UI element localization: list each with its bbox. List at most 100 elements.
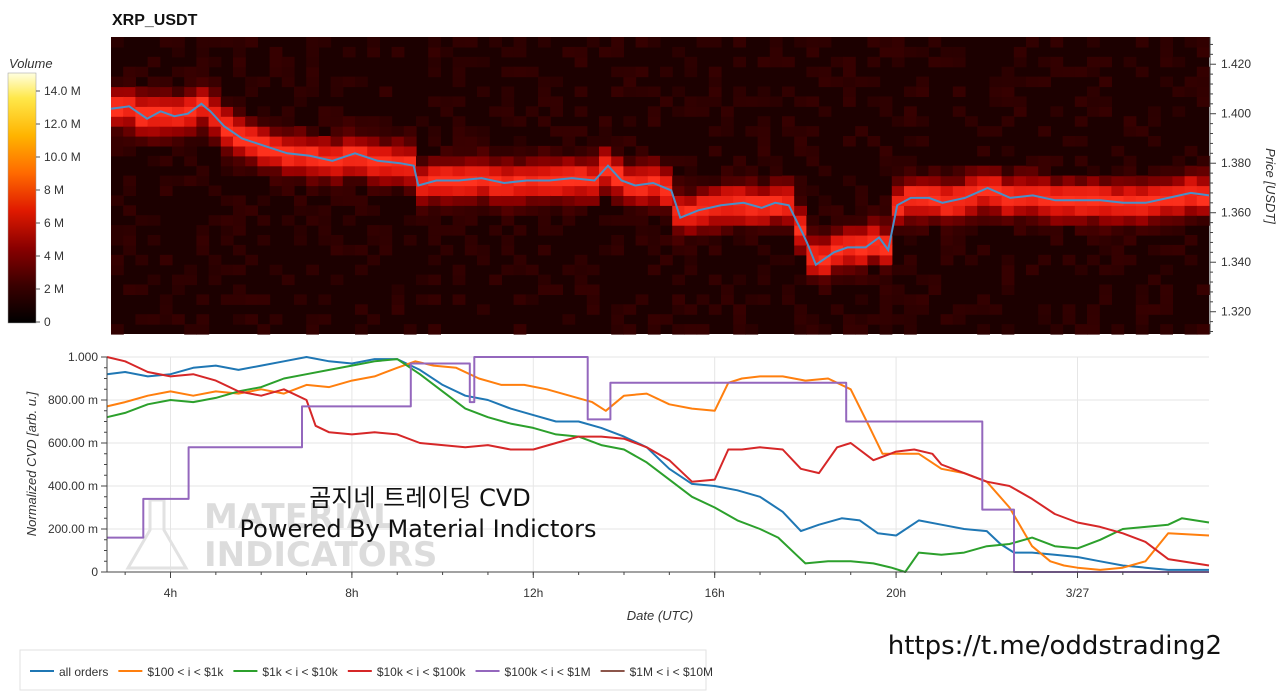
heatmap-cell [257,235,271,246]
heatmap-cell [1196,185,1210,196]
heatmap-cell [916,215,929,226]
heatmap-cell [867,76,881,88]
heatmap-cell [1184,165,1198,177]
heatmap-cell [757,264,771,276]
heatmap-cell [1087,86,1100,97]
heatmap-cell [696,106,710,117]
heatmap-cell [257,324,271,335]
heatmap-cell [440,106,454,117]
heatmap-cell [281,76,295,88]
heatmap-cell [477,86,490,97]
telegram-url[interactable]: https://t.me/oddstrading2 [888,631,1222,661]
heatmap-cell [147,314,161,325]
heatmap-cell [904,324,917,335]
heatmap-cell [794,37,807,48]
heatmap-cell [904,304,917,315]
heatmap-cell [1172,225,1186,236]
heatmap-cell [916,195,929,206]
heatmap-cell [1160,185,1173,196]
heatmap-cell [196,37,210,48]
heatmap-cell [733,205,746,216]
heatmap-cell [1074,136,1088,147]
heatmap-cell [1026,155,1039,167]
heatmap-cell [403,136,417,147]
heatmap-cell [501,195,515,206]
heatmap-cell [196,106,210,117]
heatmap-cell [367,155,380,167]
heatmap-cell [1123,205,1137,216]
heatmap-cell [220,116,234,127]
legend-item-label: $100 < i < $1k [147,665,224,679]
heatmap-cell [733,225,746,236]
heatmap-cell [342,165,356,177]
heatmap-cell [1026,264,1039,276]
heatmap-cell [904,294,917,305]
heatmap-cell [452,264,466,276]
heatmap-cell [1087,185,1100,196]
heatmap-cell [196,116,210,127]
heatmap-cell [891,185,905,196]
heatmap-cell [220,145,234,157]
heatmap-cell [464,235,478,246]
heatmap-cell [440,195,454,206]
heatmap-cell [952,205,966,216]
heatmap-cell [111,235,124,246]
heatmap-cell [623,185,637,196]
heatmap-cell [1160,324,1173,335]
heatmap-cell [940,185,954,196]
heatmap-cell [1111,205,1125,216]
cvd-y-tick-label: 0 [91,565,98,579]
heatmap-cell [1062,185,1076,196]
heatmap-cell [1135,215,1149,226]
heatmap-cell [196,294,210,305]
heatmap-cell [489,37,502,48]
colorbar-tick-label: 10.0 M [44,150,81,164]
heatmap-cell [1038,56,1051,68]
heatmap-cell [452,215,466,226]
heatmap-cell [928,284,942,295]
heatmap-cell [135,66,149,78]
heatmap-cell [1135,37,1149,48]
heatmap-cell [757,185,771,196]
heatmap-cell [684,66,698,78]
heatmap-cell [745,195,759,206]
heatmap-cell [355,136,368,147]
cvd-x-tick-label: 16h [705,586,725,600]
heatmap-cell [782,126,795,137]
heatmap-cell [1074,175,1088,187]
heatmap-cell [843,225,856,236]
heatmap-cell [611,195,624,206]
heatmap-cell [123,106,136,117]
heatmap-cell [269,116,283,127]
heatmap-cell [940,254,954,266]
colorbar-tick-label: 0 [44,315,51,329]
heatmap-cell [696,195,710,206]
heatmap-cell [782,284,795,295]
heatmap-cell [696,215,710,226]
heatmap-cell [159,116,173,127]
heatmap-cell [1196,37,1210,48]
heatmap-cell [172,126,185,137]
heatmap-cell [867,244,881,256]
heatmap-cell [123,145,136,157]
heatmap-cell [660,314,673,325]
heatmap-cell [538,225,551,236]
heatmap-cell [647,264,661,276]
heatmap-cell [135,215,149,226]
heatmap-cell [1111,235,1125,246]
heatmap-cell [635,66,649,78]
heatmap-cell [879,244,893,256]
heatmap-cell [586,284,600,295]
heatmap-cell [428,254,441,266]
heatmap-cell [403,145,417,157]
heatmap-cell [220,155,234,167]
heatmap-cell [879,145,893,157]
heatmap-cell [904,195,917,206]
heatmap-cell [611,314,624,325]
heatmap-cell [1172,244,1186,256]
heatmap-cell [891,195,905,206]
cvd-lines [106,356,1210,573]
heatmap-cell [538,116,551,127]
heatmap-cell [562,136,576,147]
heatmap-cell [1196,165,1210,177]
